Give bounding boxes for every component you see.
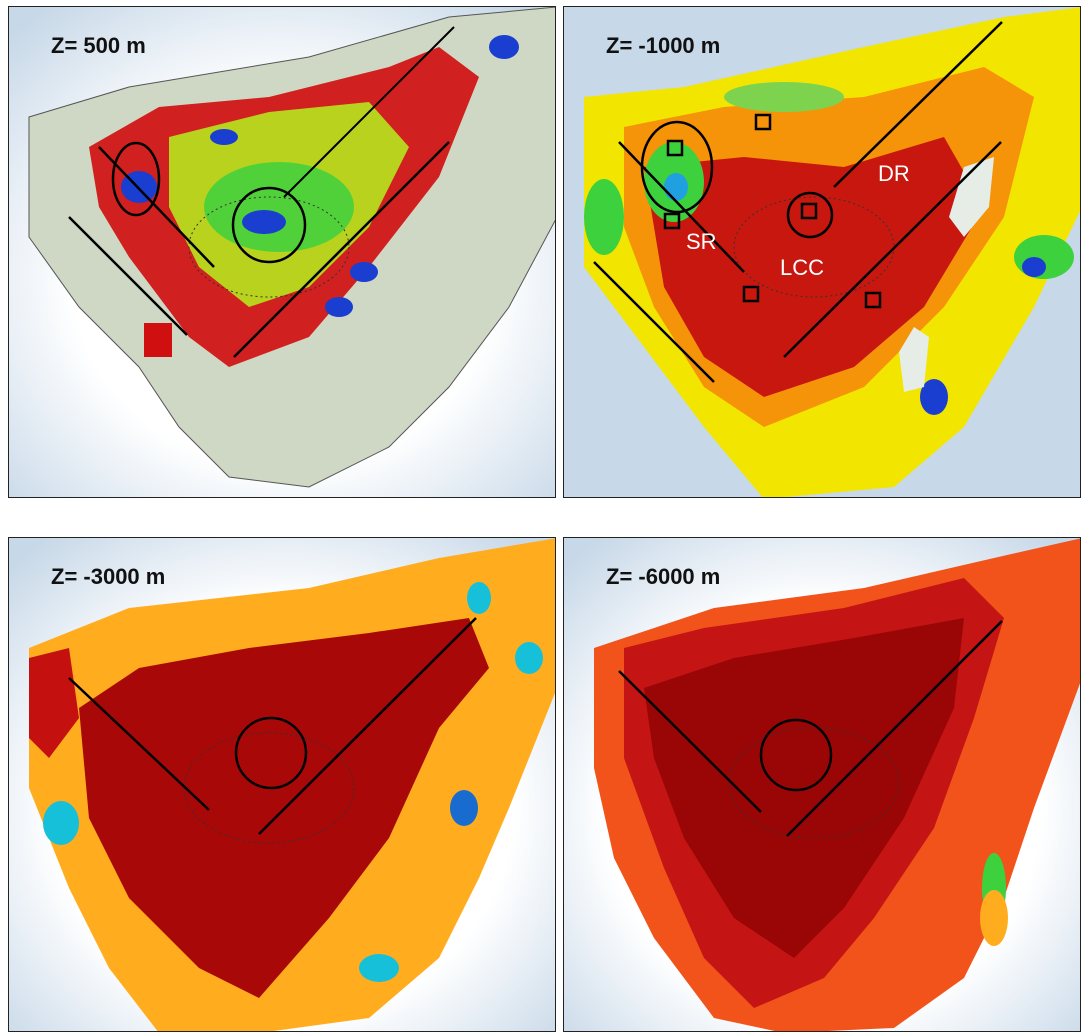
anomaly-red [644, 137, 984, 397]
map-panel-z-1000: Z= -1000 m SR LCC DR [563, 6, 1081, 498]
crater-outline [728, 727, 900, 839]
panel-z-6000-map [564, 538, 1080, 1031]
anomaly-green-2 [584, 179, 624, 255]
target-circle [786, 191, 834, 239]
anomaly-cyan-3 [359, 954, 399, 982]
anomaly-green-4 [724, 82, 844, 112]
target-ellipse [111, 141, 161, 217]
map-panel-z500: Z= 500 m [8, 6, 556, 498]
rift-line [618, 670, 762, 813]
anomaly-blue-4 [325, 297, 353, 317]
anomaly-blue-1 [450, 790, 478, 826]
rift-line [68, 216, 188, 336]
target-circle [231, 186, 307, 264]
rift-line [233, 141, 450, 358]
anomaly-blue-5 [210, 129, 238, 145]
crater-outline [188, 196, 350, 298]
target-circle [234, 716, 308, 790]
rift-line [618, 141, 745, 273]
station-square [800, 202, 818, 220]
annotation-sr: SR [686, 229, 717, 254]
anomaly-blue-2 [1022, 257, 1046, 277]
anomaly-green [204, 162, 354, 252]
map-panel-z-6000: Z= -6000 m [563, 537, 1081, 1032]
rift-line [786, 620, 1003, 837]
anomaly-cyan-2 [467, 582, 491, 614]
rift-line [593, 261, 715, 383]
target-ellipse [640, 120, 714, 214]
map-panel-z-3000: Z= -3000 m [8, 537, 556, 1032]
annotation-lcc: LCC [780, 255, 825, 280]
anomaly-red-patch [144, 323, 172, 357]
anomaly-blue-2 [242, 210, 286, 234]
station-square [864, 291, 882, 309]
rift-line [258, 617, 477, 835]
depth-label: Z= 500 m [51, 33, 146, 58]
station-square [666, 139, 684, 157]
annotation-dr: DR [878, 161, 910, 186]
gap-white-2 [899, 327, 929, 392]
crater-outline [183, 732, 355, 844]
anomaly-red [29, 648, 79, 758]
depth-label: Z= -6000 m [606, 564, 721, 589]
depth-label: Z= -1000 m [606, 33, 721, 58]
anomaly-blue-3 [920, 379, 948, 415]
station-square [742, 285, 760, 303]
rift-line [833, 21, 1003, 188]
panel-z-3000-map [9, 538, 555, 1031]
anomaly-orange [980, 890, 1008, 946]
station-square [754, 113, 772, 131]
rift-line [283, 26, 455, 198]
panel-z500-map [9, 7, 555, 497]
panel-z-1000-map [564, 7, 1080, 497]
gap-white-1 [949, 157, 994, 237]
anomaly-blue-1 [664, 173, 688, 201]
rift-line [68, 677, 210, 811]
target-circle [759, 718, 833, 792]
anomaly-cyan-4 [515, 642, 543, 674]
rift-line [98, 146, 215, 268]
station-square [663, 212, 681, 230]
anomaly-blue-6 [489, 35, 519, 59]
anomaly-blue-3 [350, 262, 378, 282]
anomaly-cyan-1 [43, 801, 79, 845]
rift-line [783, 141, 1002, 358]
depth-label: Z= -3000 m [51, 564, 166, 589]
